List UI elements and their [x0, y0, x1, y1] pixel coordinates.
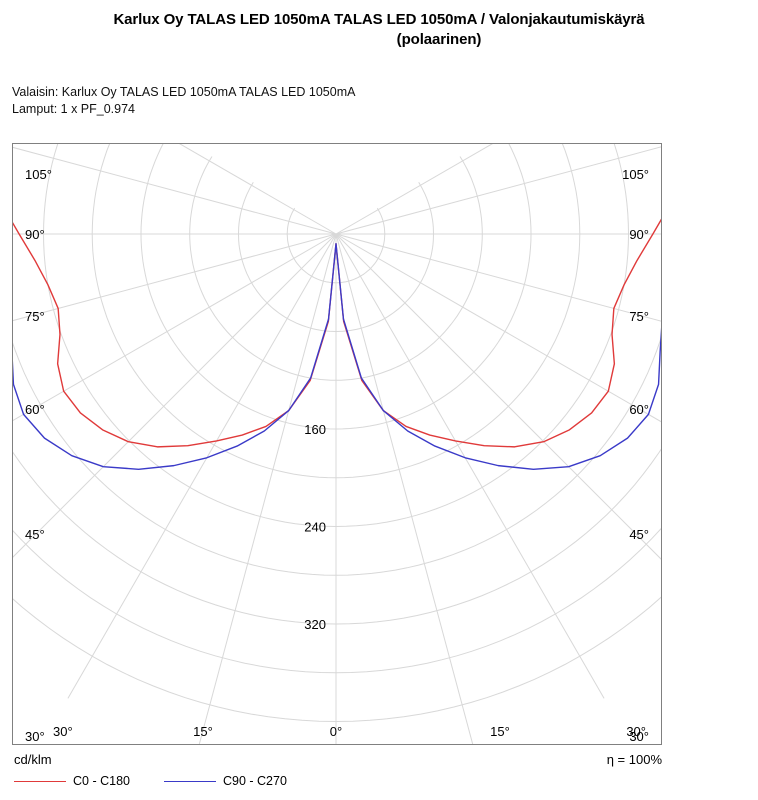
angle-label-right: 30°	[629, 729, 649, 744]
grid-spoke	[67, 233, 337, 699]
luminaire-name: Valaisin: Karlux Oy TALAS LED 1050mA TAL…	[12, 85, 356, 99]
angle-label-bottom: 15°	[490, 724, 510, 739]
angle-label-left: 45°	[25, 527, 45, 542]
curve-c90-c270	[13, 243, 661, 470]
unit-label: cd/klm	[14, 752, 52, 767]
grid-spoke	[335, 233, 661, 322]
chart-legend: C0 - C180 C90 - C270	[14, 774, 315, 788]
angle-label-left: 30°	[25, 729, 45, 744]
radial-tick-label: 240	[304, 520, 326, 535]
page-title: Karlux Oy TALAS LED 1050mA TALAS LED 105…	[0, 10, 758, 50]
polar-chart-svg: 105°90°75°60°45°30°105°90°75°60°45°30°30…	[13, 144, 661, 744]
legend-swatch	[163, 780, 216, 782]
chart-footer: cd/klm η = 100% C0 - C180 C90 - C270	[12, 752, 662, 796]
grid-spoke	[335, 146, 661, 235]
angle-label-right: 90°	[629, 227, 649, 242]
grid-spoke	[13, 233, 337, 558]
efficiency-label: η = 100%	[606, 752, 662, 767]
grid-spoke	[335, 233, 605, 699]
angle-label-right: 105°	[622, 167, 649, 182]
angle-label-bottom: 15°	[193, 724, 213, 739]
angle-label-right: 75°	[629, 309, 649, 324]
luminaire-info: Valaisin: Karlux Oy TALAS LED 1050mA TAL…	[12, 84, 355, 118]
grid-ring	[13, 528, 661, 674]
legend-label: C0 - C180	[73, 774, 130, 788]
page-title-line2: (polaarinen)	[396, 31, 482, 48]
polar-axis-labels: 105°90°75°60°45°30°105°90°75°60°45°30°30…	[25, 167, 649, 744]
angle-label-left: 105°	[25, 167, 52, 182]
lamp-info: Lamput: 1 x PF_0.974	[12, 102, 135, 116]
grid-ring	[13, 448, 661, 625]
polar-grid	[13, 144, 661, 744]
angle-label-left: 75°	[25, 309, 45, 324]
page-title-line1: Karlux Oy TALAS LED 1050mA TALAS LED 105…	[113, 11, 645, 28]
legend-label: C90 - C270	[222, 774, 287, 788]
legend-item: C90 - C270	[163, 774, 287, 788]
angle-label-right: 60°	[629, 402, 649, 417]
grid-ring	[13, 336, 661, 576]
grid-spoke	[13, 233, 337, 422]
radial-tick-label: 320	[304, 617, 326, 632]
angle-label-bottom: 30°	[626, 724, 646, 739]
grid-spoke	[13, 146, 337, 235]
angle-label-left: 60°	[25, 402, 45, 417]
polar-curves	[13, 218, 661, 470]
grid-spoke	[335, 233, 661, 560]
grid-spoke	[13, 233, 337, 322]
grid-spoke	[179, 144, 337, 235]
legend-item: C0 - C180	[14, 774, 130, 788]
polar-chart: 105° 90° 75° 60° 45° 30° 105° 90° 75° 60° 45° 30° 30…	[12, 143, 662, 745]
grid-spoke	[335, 233, 661, 423]
radial-tick-label: 160	[304, 422, 326, 437]
grid-spoke	[335, 144, 493, 235]
angle-label-left: 90°	[25, 227, 45, 242]
angle-label-bottom: 30°	[53, 724, 73, 739]
grid-spoke	[335, 233, 474, 744]
angle-label-right: 45°	[629, 527, 649, 542]
grid-spoke	[198, 233, 337, 744]
legend-swatch	[14, 780, 66, 782]
angle-label-bottom: 0°	[330, 724, 342, 739]
